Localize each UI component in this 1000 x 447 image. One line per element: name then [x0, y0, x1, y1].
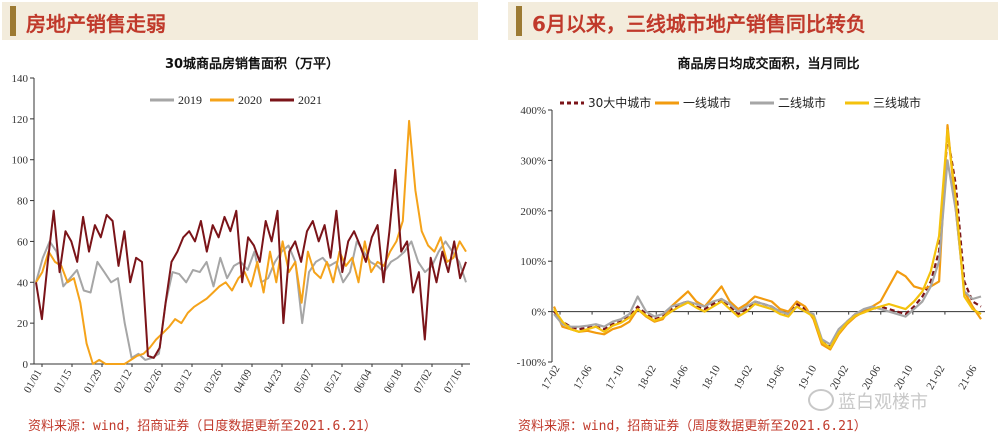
right-panel-header: 6月以来，三线城市地产销售同比转负 — [508, 2, 998, 40]
y-tick-label: 80 — [17, 196, 29, 208]
x-tick-label: 17-06 — [571, 363, 594, 392]
series-line-30大中城市 — [553, 134, 982, 348]
x-tick-label: 05/21 — [322, 368, 345, 396]
x-tick-label: 19-06 — [764, 363, 787, 392]
x-tick-label: 17-10 — [604, 363, 627, 392]
chart-title: 30城商品房销售面积（万平） — [165, 56, 339, 72]
header-accent-bar — [516, 6, 522, 36]
legend-label: 一线城市 — [683, 95, 731, 110]
x-tick-label: 18-02 — [636, 364, 659, 392]
wechat-icon — [808, 389, 834, 411]
watermark: 蓝白观楼市 — [808, 388, 928, 414]
x-tick-label: 01/29 — [82, 367, 105, 395]
x-tick-label: 19-02 — [732, 364, 755, 392]
legend-label: 二线城市 — [778, 95, 826, 110]
series-line-一线城市 — [552, 123, 982, 351]
y-tick-label: 200% — [520, 206, 546, 218]
y-tick-label: -100% — [517, 357, 546, 369]
legend-label: 2020 — [238, 93, 262, 107]
x-tick-label: 03/12 — [172, 368, 195, 396]
x-tick-label: 01/15 — [52, 367, 75, 395]
x-tick-label: 18-10 — [700, 363, 723, 392]
y-tick-label: 40 — [17, 277, 29, 289]
legend-label: 2019 — [178, 93, 202, 107]
left-panel-header: 房地产销售走弱 — [2, 2, 478, 40]
series-line-2019 — [35, 240, 467, 361]
series-line-二线城市 — [553, 159, 982, 346]
x-tick-label: 02/12 — [112, 368, 135, 396]
y-tick-label: 60 — [17, 236, 29, 248]
y-tick-label: 20 — [17, 318, 29, 330]
x-tick-label: 18-06 — [668, 363, 691, 392]
y-tick-label: 0% — [531, 307, 546, 319]
left-header-title: 房地产销售走弱 — [26, 12, 166, 36]
header-accent-bar — [10, 6, 16, 36]
legend-label: 30大中城市 — [588, 95, 651, 110]
y-tick-label: 100% — [520, 256, 546, 268]
x-tick-label: 07/16 — [442, 367, 465, 395]
series-line-2021 — [35, 168, 467, 359]
legend-label: 三线城市 — [873, 95, 921, 110]
y-tick-label: 400% — [520, 105, 546, 117]
x-tick-label: 06/18 — [382, 367, 405, 395]
left-source-note: 资料来源：wind，招商证券（日度数据更新至2021.6.21） — [28, 419, 377, 434]
x-tick-label: 05/07 — [292, 367, 315, 395]
y-tick-label: 0 — [23, 359, 29, 371]
right-source-note: 资料来源：wind，招商证券（周度数据更新至2021.6.21） — [518, 419, 867, 434]
x-tick-label: 04/23 — [262, 367, 285, 395]
series-line-2020 — [35, 119, 467, 365]
y-tick-label: 300% — [520, 155, 546, 167]
y-tick-label: 100 — [12, 155, 29, 167]
x-tick-label: 07/02 — [412, 368, 435, 396]
series-line-三线城市 — [553, 129, 982, 349]
x-tick-label: 02/26 — [142, 367, 165, 395]
legend-label: 2021 — [298, 93, 322, 107]
y-tick-label: 120 — [12, 114, 29, 126]
x-tick-label: 01/01 — [22, 368, 45, 396]
x-tick-label: 03/26 — [202, 367, 225, 395]
x-tick-label: 21-06 — [956, 363, 979, 392]
y-tick-label: 140 — [12, 73, 29, 85]
chart-title: 商品房日均成交面积，当月同比 — [677, 56, 859, 72]
watermark-text: 蓝白观楼市 — [838, 392, 928, 413]
x-tick-label: 06/04 — [352, 367, 375, 395]
right-header-title: 6月以来，三线城市地产销售同比转负 — [532, 12, 866, 36]
x-tick-label: 04/09 — [232, 367, 255, 395]
